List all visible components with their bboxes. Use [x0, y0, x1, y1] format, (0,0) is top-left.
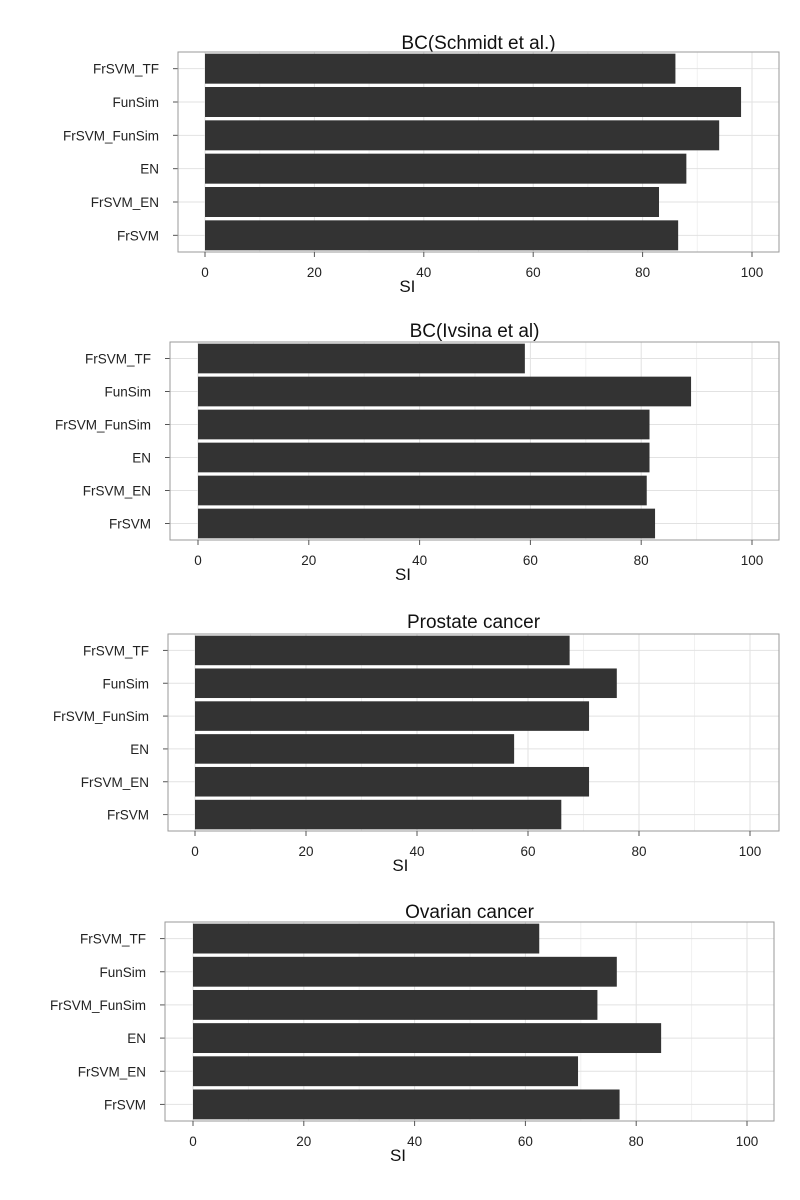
- x-tick-label: 0: [201, 265, 209, 280]
- bar-frsvm: [195, 799, 562, 830]
- bar-frsvm: [198, 508, 656, 539]
- bar-frsvm-en: [195, 766, 590, 797]
- x-tick-label: 20: [298, 844, 313, 859]
- y-tick-label: FrSVM_EN: [83, 484, 151, 499]
- y-tick-label: FrSVM_FunSim: [50, 998, 146, 1013]
- x-tick-label: 80: [634, 553, 649, 568]
- plot-area: [168, 634, 779, 831]
- y-tick-label: FrSVM_TF: [83, 643, 149, 658]
- y-tick-label: FrSVM: [104, 1097, 146, 1112]
- y-tick-label: EN: [132, 451, 151, 466]
- x-axis-label: SI: [395, 565, 411, 584]
- chart-title: BC(Schmidt et al.): [401, 33, 555, 54]
- y-tick-label: FrSVM_FunSim: [53, 709, 149, 724]
- y-tick-label: EN: [140, 162, 159, 177]
- x-tick-label: 40: [412, 553, 427, 568]
- y-tick-label: FrSVM: [107, 808, 149, 823]
- y-tick-label: FunSim: [102, 676, 149, 691]
- y-tick-label: FrSVM_TF: [80, 932, 146, 947]
- bar-frsvm-en: [205, 187, 660, 217]
- chart-panel-1: BC(Schmidt et al.) FrSVM_TF FunSim FrSVM_Fu…: [63, 33, 780, 296]
- y-tick-label: EN: [130, 742, 149, 757]
- y-tick-label: FrSVM_EN: [81, 775, 149, 790]
- bar-frsvm-tf: [205, 53, 676, 84]
- chart-title: Prostate cancer: [407, 612, 541, 633]
- bar-frsvm-funsim: [198, 409, 650, 440]
- y-tick-label: FrSVM_TF: [93, 62, 159, 77]
- bar-en: [198, 442, 650, 473]
- x-tick-label: 100: [739, 844, 762, 859]
- y-tick-label: FrSVM_FunSim: [63, 128, 159, 143]
- chart-title: Ovarian cancer: [405, 902, 535, 923]
- bar-frsvm-tf: [198, 343, 525, 374]
- y-tick-label: FrSVM: [117, 228, 159, 243]
- x-tick-label: 80: [635, 265, 650, 280]
- x-axis-label: SI: [399, 277, 415, 296]
- bar-frsvm-tf: [193, 923, 540, 954]
- x-tick-label: 40: [416, 265, 431, 280]
- bar-frsvm-funsim: [193, 989, 598, 1020]
- x-tick-label: 20: [307, 265, 322, 280]
- bar-frsvm-funsim: [195, 701, 590, 731]
- y-tick-label: FrSVM: [109, 517, 151, 532]
- x-tick-label: 60: [520, 844, 535, 859]
- x-axis-label: SI: [392, 856, 408, 875]
- x-tick-label: 0: [194, 553, 202, 568]
- x-tick-label: 80: [629, 1134, 644, 1149]
- chart-title: BC(Ivsina et al): [410, 321, 540, 342]
- y-tick-label: FrSVM_EN: [91, 195, 159, 210]
- y-tick-label: FunSim: [99, 965, 146, 980]
- bar-funsim: [205, 87, 742, 117]
- bar-frsvm-tf: [195, 635, 570, 666]
- x-tick-label: 80: [631, 844, 646, 859]
- y-tick-label: FrSVM_EN: [78, 1064, 146, 1079]
- x-tick-label: 40: [409, 844, 424, 859]
- x-tick-label: 0: [191, 844, 199, 859]
- bar-en: [193, 1023, 662, 1054]
- x-tick-label: 40: [407, 1134, 422, 1149]
- chart-panel-4: Ovarian cancer FrSVM_TF FunSim FrSVM_FunSim…: [50, 902, 775, 1165]
- panel-border: [164, 921, 775, 1122]
- x-axis-label: SI: [390, 1146, 406, 1165]
- bar-en: [195, 734, 515, 764]
- y-tick-label: FunSim: [112, 95, 159, 110]
- y-tick-label: FrSVM_FunSim: [55, 418, 151, 433]
- x-tick-label: 100: [736, 1134, 759, 1149]
- bar-frsvm-en: [198, 475, 647, 506]
- chart-panel-2: BC(Ivsina et al) FrSVM_TF FunSim FrSVM_FunS…: [55, 321, 780, 584]
- bar-frsvm: [193, 1089, 620, 1120]
- bar-funsim: [198, 376, 692, 407]
- x-tick-label: 20: [301, 553, 316, 568]
- x-tick-label: 60: [523, 553, 538, 568]
- x-tick-label: 100: [741, 553, 764, 568]
- bar-funsim: [193, 956, 617, 987]
- chart-panel-3: Prostate cancer FrSVM_TF FunSim FrSVM_FunSi…: [53, 612, 780, 875]
- y-tick-label: FrSVM_TF: [85, 352, 151, 367]
- y-tick-label: EN: [127, 1031, 146, 1046]
- bar-frsvm-en: [193, 1056, 579, 1087]
- x-tick-label: 60: [526, 265, 541, 280]
- x-tick-label: 100: [741, 265, 764, 280]
- y-tick-label: FunSim: [104, 385, 151, 400]
- x-tick-label: 60: [518, 1134, 533, 1149]
- bar-frsvm: [205, 220, 679, 251]
- panel-border: [169, 341, 780, 541]
- panel-border: [167, 633, 780, 832]
- x-tick-label: 0: [189, 1134, 197, 1149]
- x-tick-label: 20: [296, 1134, 311, 1149]
- bar-en: [205, 153, 687, 184]
- bar-funsim: [195, 668, 617, 699]
- panel-border: [177, 51, 780, 253]
- bar-frsvm-funsim: [205, 120, 720, 151]
